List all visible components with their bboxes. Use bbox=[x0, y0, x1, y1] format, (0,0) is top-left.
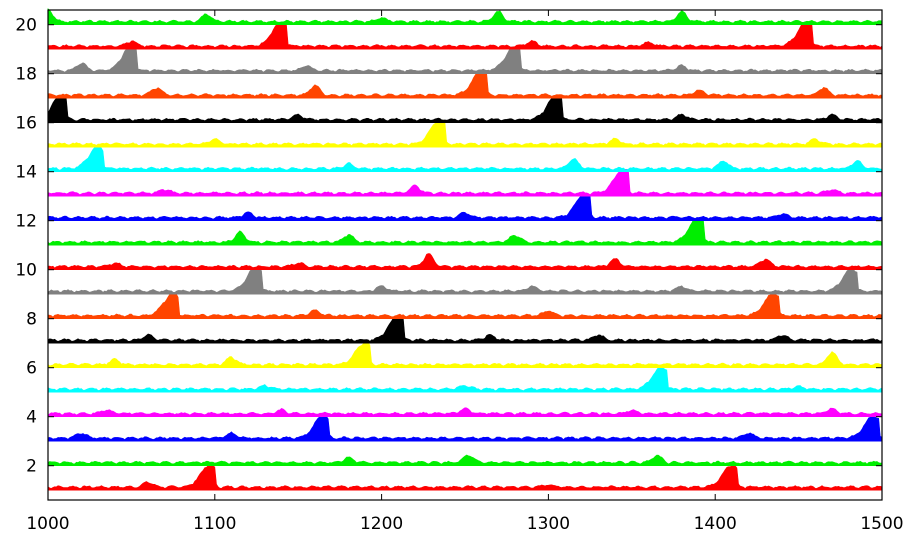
series-area-1 bbox=[47, 464, 883, 491]
plot-frame bbox=[47, 9, 883, 501]
series-layer bbox=[47, 8, 883, 491]
series-area-15 bbox=[47, 119, 883, 148]
series-area-11 bbox=[47, 218, 883, 246]
y-tick-label-4: 4 bbox=[26, 408, 37, 428]
y-tick-label-12: 12 bbox=[15, 212, 37, 232]
x-tick-label-1100: 1100 bbox=[193, 514, 236, 534]
y-tick-label-14: 14 bbox=[15, 163, 37, 183]
series-area-2 bbox=[47, 454, 883, 466]
y-tick-label-16: 16 bbox=[15, 114, 37, 134]
y-tick-label-20: 20 bbox=[15, 16, 37, 36]
series-area-10 bbox=[47, 253, 883, 270]
series-area-20 bbox=[47, 8, 883, 25]
tick-layer bbox=[47, 10, 883, 500]
series-area-9 bbox=[47, 267, 883, 295]
series-area-4 bbox=[47, 407, 883, 417]
y-tick-label-2: 2 bbox=[26, 457, 37, 477]
series-area-19 bbox=[47, 22, 883, 50]
series-area-17 bbox=[47, 70, 883, 99]
y-tick-label-18: 18 bbox=[15, 65, 37, 85]
x-tick-label-1500: 1500 bbox=[860, 514, 903, 534]
y-tick-label-10: 10 bbox=[15, 261, 37, 281]
y-tick-label-8: 8 bbox=[26, 310, 37, 330]
x-tick-label-1000: 1000 bbox=[26, 514, 69, 534]
series-area-5 bbox=[47, 365, 883, 393]
x-tick-label-1300: 1300 bbox=[527, 514, 570, 534]
label-layer: 1000 1100 1200 1300 1400 1500 2 4 6 8 10 12 14 16 18 20 bbox=[15, 16, 903, 534]
y-tick-label-6: 6 bbox=[26, 359, 37, 379]
series-area-7 bbox=[47, 315, 883, 344]
series-area-3 bbox=[47, 415, 883, 442]
series-area-14 bbox=[47, 145, 883, 172]
series-area-12 bbox=[47, 193, 883, 221]
x-tick-label-1400: 1400 bbox=[694, 514, 737, 534]
series-area-16 bbox=[47, 95, 883, 123]
series-area-13 bbox=[47, 169, 883, 197]
x-tick-label-1200: 1200 bbox=[360, 514, 403, 534]
series-area-8 bbox=[47, 291, 883, 319]
series-area-6 bbox=[47, 342, 883, 368]
series-area-18 bbox=[47, 46, 883, 74]
